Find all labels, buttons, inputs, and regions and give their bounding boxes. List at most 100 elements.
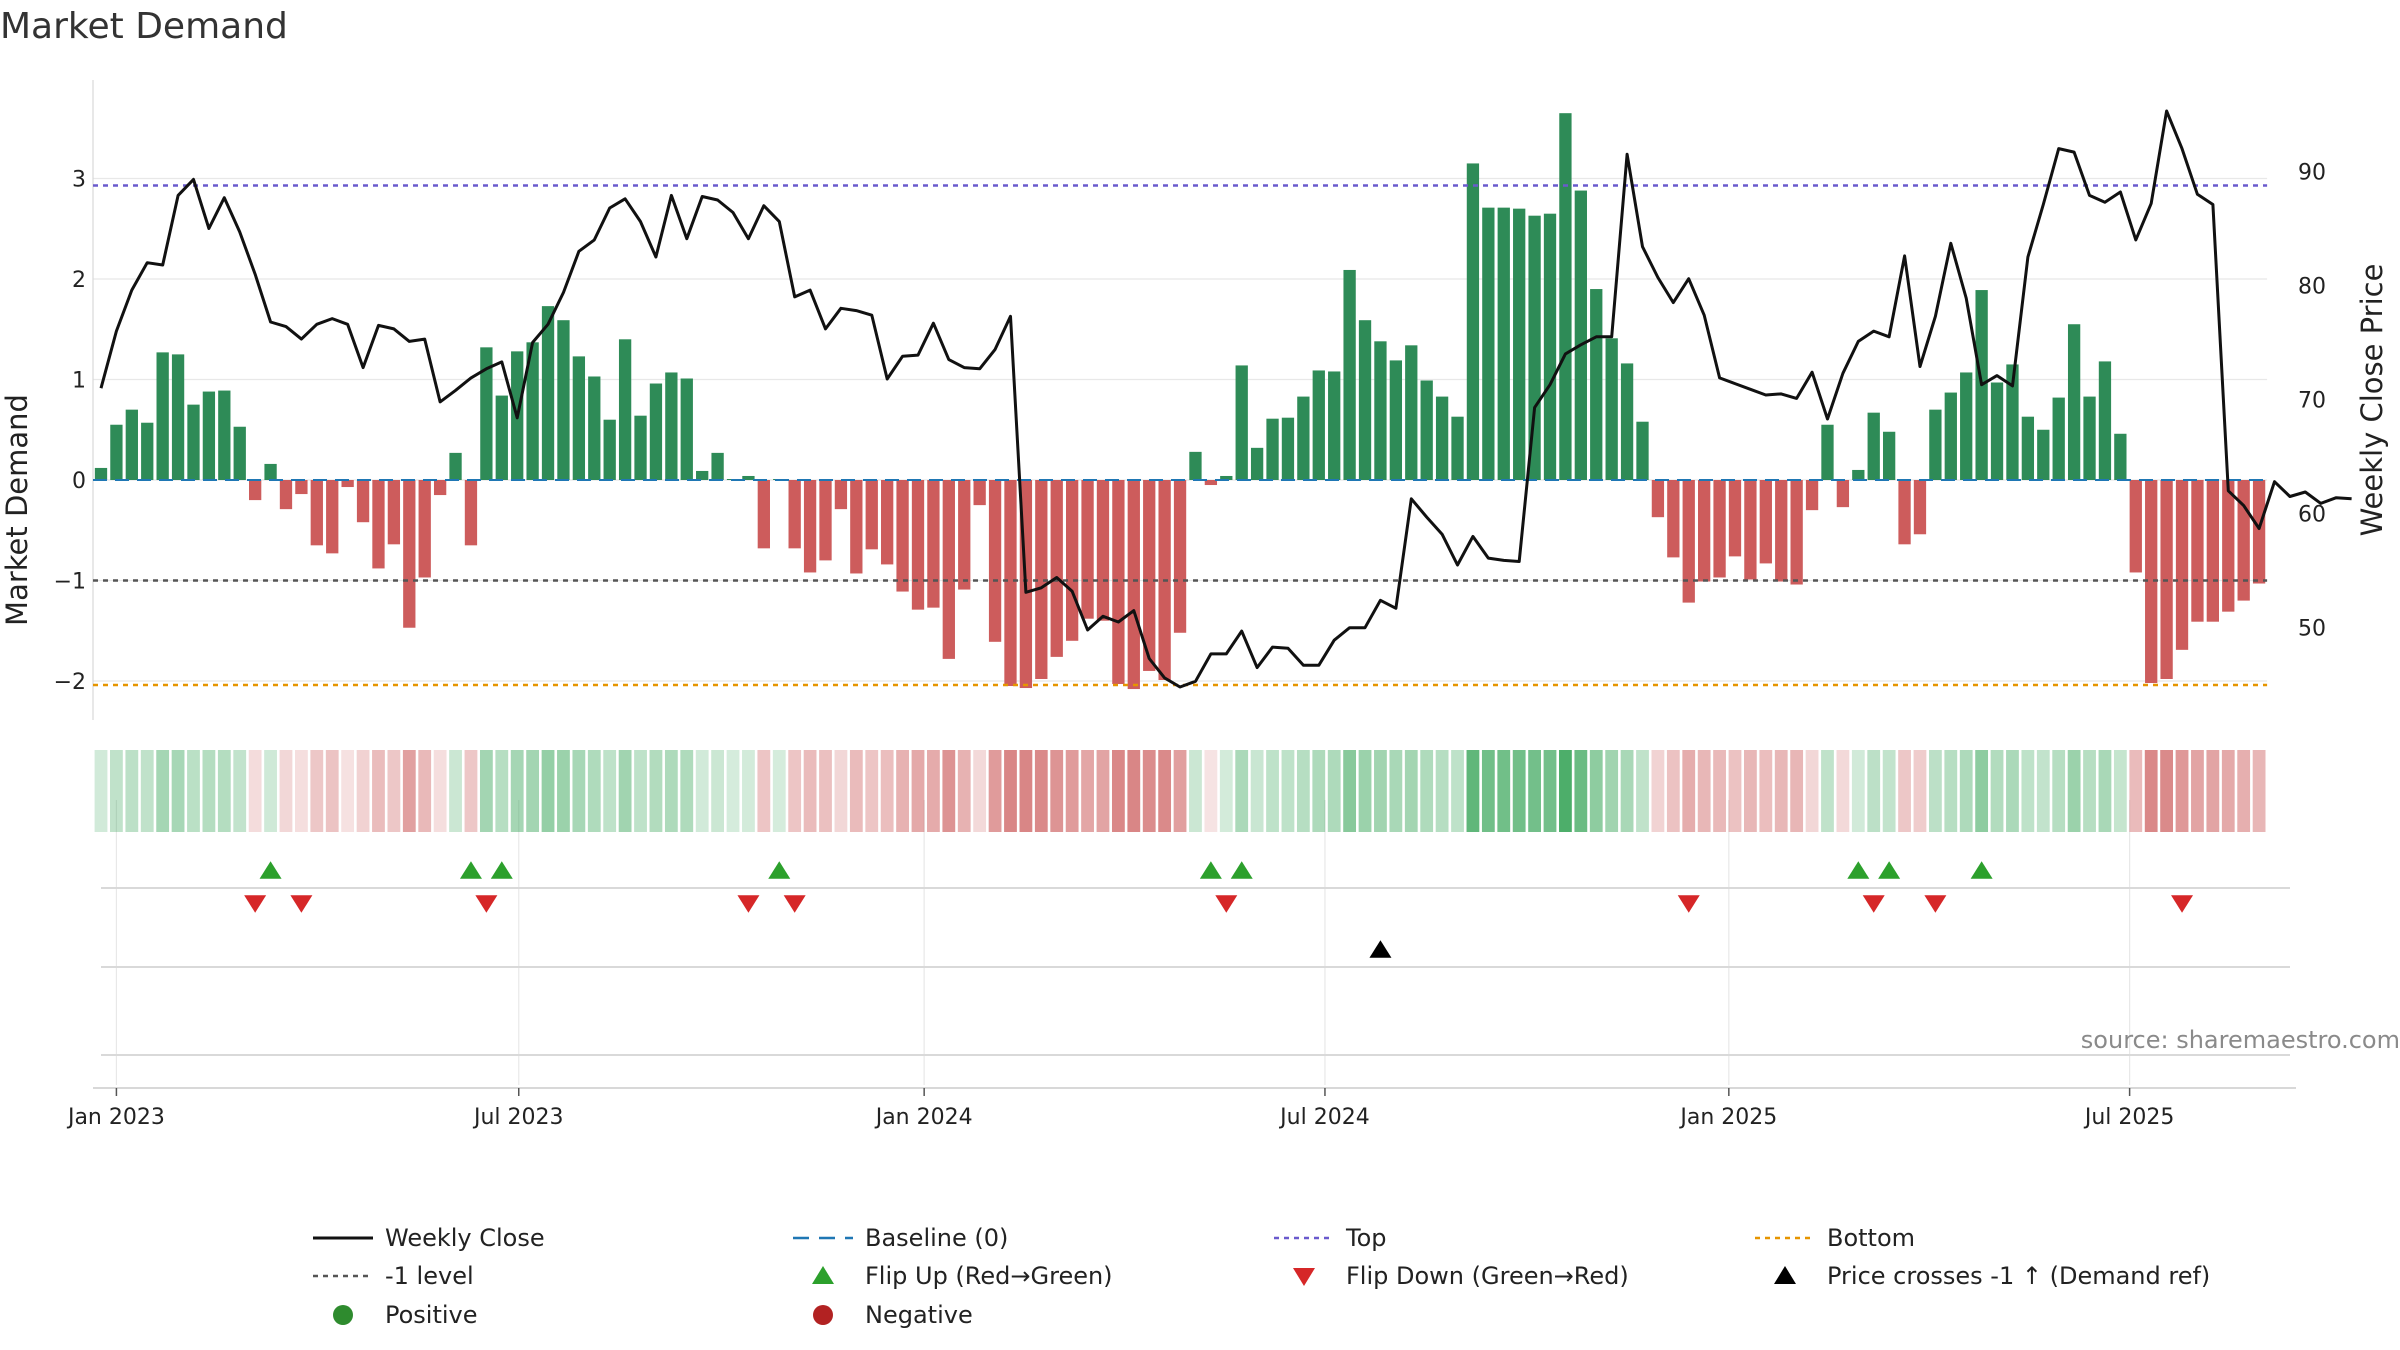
heat-cell bbox=[217, 750, 231, 832]
y-tick-label: 3 bbox=[72, 168, 86, 193]
legend-swatch bbox=[812, 1266, 834, 1284]
bar-positive bbox=[1852, 469, 1865, 480]
heat-cell bbox=[1666, 750, 1680, 832]
bar-positive bbox=[218, 390, 231, 481]
flip-down-marker bbox=[1924, 895, 1947, 913]
bar-positive bbox=[171, 354, 185, 481]
bar-negative bbox=[2206, 480, 2219, 622]
bar-negative bbox=[1805, 480, 1819, 511]
weekly-close-series bbox=[99, 109, 2352, 689]
bar-negative bbox=[403, 480, 416, 628]
heat-cell bbox=[1543, 750, 1557, 832]
flip-up-marker bbox=[459, 861, 482, 879]
bar-negative bbox=[881, 480, 894, 565]
heat-cell bbox=[1374, 750, 1387, 832]
bar-positive bbox=[125, 409, 138, 480]
heat-cell bbox=[418, 750, 432, 832]
heat-cell bbox=[1744, 750, 1757, 832]
heat-cell bbox=[988, 750, 1002, 832]
heat-cell bbox=[634, 750, 647, 832]
heat-cell bbox=[171, 750, 185, 832]
heat-cell bbox=[449, 750, 462, 832]
heat-cell bbox=[572, 750, 586, 832]
bar-positive bbox=[2114, 433, 2127, 480]
heat-cell bbox=[1111, 750, 1125, 832]
heat-cell bbox=[1389, 750, 1403, 832]
legend-item: Price crosses -1 ↑ (Demand ref) bbox=[1774, 1262, 2210, 1290]
heat-cell bbox=[541, 750, 555, 832]
demand-bars bbox=[94, 113, 2266, 690]
bar-positive bbox=[1235, 365, 1248, 480]
y2-tick-label: 80 bbox=[2298, 275, 2326, 300]
y2-tick-label: 90 bbox=[2298, 160, 2326, 185]
heat-cell bbox=[310, 750, 324, 832]
heat-cell bbox=[1142, 750, 1156, 832]
heat-cell bbox=[156, 750, 170, 832]
x-axis: Jan 2023 Jul 2023 Jan 2024 Jul 2024 Jan 2025… bbox=[66, 1087, 2296, 1130]
bar-positive bbox=[603, 419, 616, 480]
bar-negative bbox=[757, 480, 770, 549]
heat-cell bbox=[803, 750, 817, 832]
bar-positive bbox=[1250, 447, 1264, 480]
heat-cell bbox=[1512, 750, 1526, 832]
legend-swatch bbox=[333, 1305, 353, 1325]
heat-cell bbox=[1327, 750, 1341, 832]
heat-cell bbox=[649, 750, 663, 832]
heat-cell bbox=[1682, 750, 1696, 832]
legend-item: Flip Up (Red→Green) bbox=[812, 1262, 1113, 1290]
bar-positive bbox=[2067, 324, 2081, 481]
legend-item: Weekly Close bbox=[313, 1224, 545, 1252]
heat-cell bbox=[1790, 750, 1804, 832]
bar-negative bbox=[1081, 480, 1094, 619]
bar-negative bbox=[911, 480, 925, 610]
bar-positive bbox=[1960, 372, 1973, 480]
bar-negative bbox=[1759, 480, 1772, 564]
bar-negative bbox=[1143, 480, 1156, 671]
legend-label: Baseline (0) bbox=[865, 1224, 1008, 1252]
bar-negative bbox=[341, 480, 354, 488]
bar-positive bbox=[680, 378, 693, 480]
legend-label: Flip Down (Green→Red) bbox=[1346, 1262, 1629, 1290]
heat-cell bbox=[1913, 750, 1927, 832]
heat-cell bbox=[479, 750, 493, 832]
bar-negative bbox=[819, 480, 832, 561]
bar-positive bbox=[2098, 361, 2112, 480]
bar-negative bbox=[310, 480, 323, 546]
heat-cell bbox=[1250, 750, 1264, 832]
heat-cell bbox=[2221, 750, 2235, 832]
bar-negative bbox=[387, 480, 401, 545]
heat-cell bbox=[1574, 750, 1588, 832]
heat-cell bbox=[94, 750, 108, 832]
bar-positive bbox=[1605, 338, 1618, 480]
bar-positive bbox=[495, 395, 508, 480]
bar-negative bbox=[1651, 480, 1665, 518]
flip-down-marker bbox=[244, 895, 267, 913]
bar-positive bbox=[480, 347, 493, 480]
bar-positive bbox=[1559, 113, 1572, 481]
bar-negative bbox=[2222, 480, 2235, 612]
bar-positive bbox=[1990, 382, 2004, 480]
y-axis-right: 50 60 70 80 90 bbox=[2298, 160, 2326, 641]
heat-cell bbox=[2160, 750, 2174, 832]
heat-cell bbox=[233, 750, 247, 832]
bar-positive bbox=[2052, 397, 2065, 480]
heat-cell bbox=[2206, 750, 2220, 832]
heat-cell bbox=[1173, 750, 1187, 832]
heat-cell bbox=[526, 750, 540, 832]
y-tick-label: 2 bbox=[72, 268, 86, 293]
heat-cell bbox=[2144, 750, 2158, 832]
heat-cell bbox=[1851, 750, 1865, 832]
legend-item: Flip Down (Green→Red) bbox=[1293, 1262, 1629, 1290]
bar-negative bbox=[973, 480, 986, 506]
source-note: source: sharemaestro.com bbox=[2081, 1026, 2400, 1054]
bar-negative bbox=[356, 480, 370, 523]
heat-cell bbox=[587, 750, 601, 832]
bar-negative bbox=[788, 480, 801, 549]
bar-positive bbox=[665, 372, 678, 480]
bar-negative bbox=[1836, 480, 1850, 508]
heat-cell bbox=[880, 750, 894, 832]
bar-negative bbox=[2145, 480, 2158, 684]
heat-cell bbox=[2098, 750, 2112, 832]
heat-cell bbox=[1081, 750, 1094, 832]
heat-cell bbox=[695, 750, 709, 832]
